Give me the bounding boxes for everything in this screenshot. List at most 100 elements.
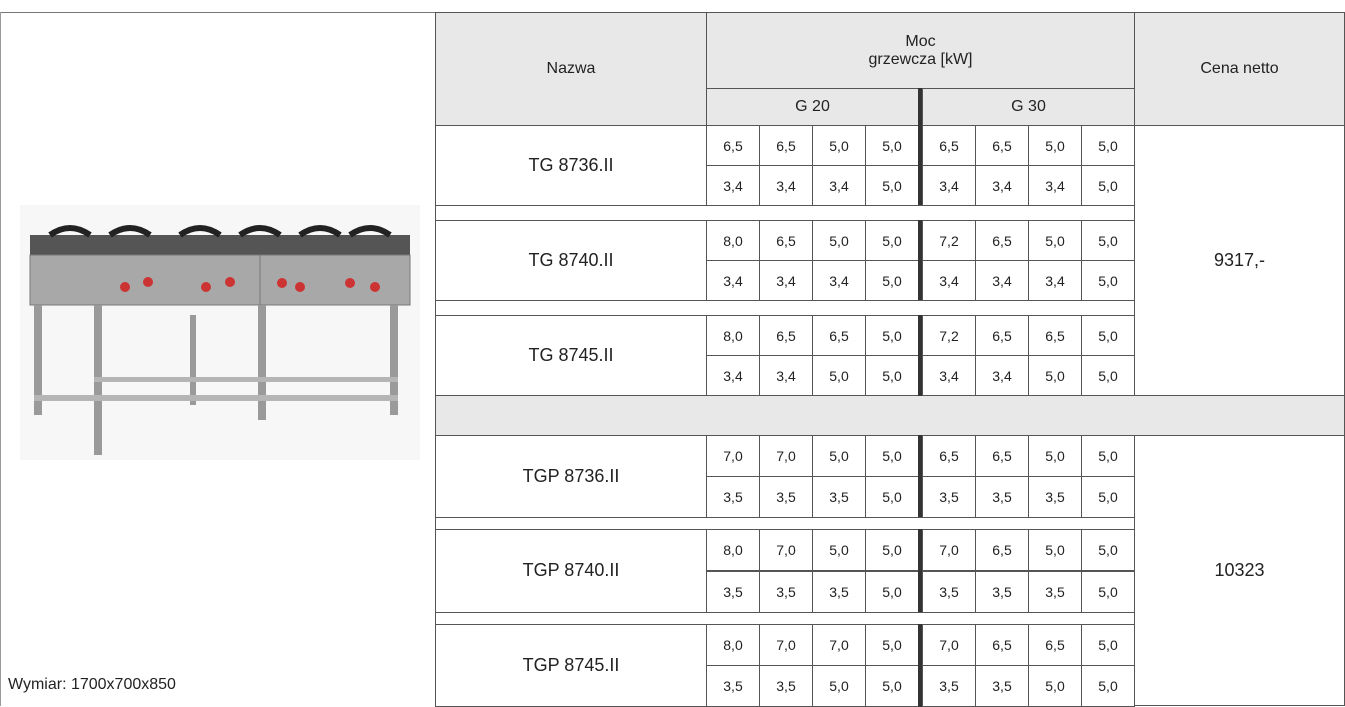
power-value: 5,0 bbox=[1081, 529, 1135, 572]
header-power-line: Moc bbox=[905, 32, 936, 50]
power-value: 5,0 bbox=[865, 260, 919, 301]
model-name: TG 8745.II bbox=[435, 315, 707, 396]
power-value: 3,4 bbox=[975, 355, 1029, 396]
power-value: 5,0 bbox=[865, 623, 919, 666]
power-value: 7,0 bbox=[706, 435, 760, 478]
header-price: Cena netto bbox=[1134, 12, 1345, 126]
power-value: 3,5 bbox=[706, 476, 760, 519]
power-value: 6,5 bbox=[975, 435, 1029, 478]
model-name: TG 8736.II bbox=[435, 125, 707, 206]
power-value: 3,4 bbox=[706, 260, 760, 301]
power-value: 3,4 bbox=[812, 260, 866, 301]
power-value: 3,4 bbox=[759, 165, 813, 206]
power-value: 3,4 bbox=[922, 260, 976, 301]
power-value: 3,4 bbox=[922, 165, 976, 206]
power-value: 3,5 bbox=[759, 476, 813, 519]
power-value: 7,0 bbox=[759, 529, 813, 572]
header-power: Moc grzewcza [kW] bbox=[706, 12, 1135, 89]
power-value: 6,5 bbox=[1028, 623, 1082, 666]
power-value: 5,0 bbox=[865, 570, 919, 613]
power-value: 6,5 bbox=[759, 125, 813, 166]
power-value: 3,4 bbox=[922, 355, 976, 396]
power-value: 5,0 bbox=[1081, 165, 1135, 206]
power-value: 3,5 bbox=[759, 570, 813, 613]
power-value: 8,0 bbox=[706, 623, 760, 666]
model-name: TGP 8736.II bbox=[435, 435, 707, 519]
group-separator bbox=[918, 220, 922, 301]
power-value: 5,0 bbox=[1028, 125, 1082, 166]
power-value: 5,0 bbox=[1028, 529, 1082, 572]
group-separator bbox=[918, 88, 922, 126]
power-value: 5,0 bbox=[1081, 623, 1135, 666]
power-value: 6,5 bbox=[975, 220, 1029, 261]
group-separator bbox=[918, 529, 922, 613]
price: 10323 bbox=[1134, 435, 1345, 706]
power-value: 7,0 bbox=[812, 623, 866, 666]
power-value: 5,0 bbox=[812, 529, 866, 572]
power-value: 3,5 bbox=[1028, 570, 1082, 613]
power-value: 5,0 bbox=[1081, 260, 1135, 301]
power-value: 3,4 bbox=[975, 260, 1029, 301]
power-value: 5,0 bbox=[865, 125, 919, 166]
power-value: 5,0 bbox=[812, 125, 866, 166]
product-image bbox=[20, 205, 420, 460]
power-value: 5,0 bbox=[1081, 125, 1135, 166]
power-value: 7,0 bbox=[759, 435, 813, 478]
model-name: TGP 8745.II bbox=[435, 623, 707, 707]
group-separator bbox=[918, 125, 922, 206]
power-value: 6,5 bbox=[975, 125, 1029, 166]
power-value: 5,0 bbox=[1028, 355, 1082, 396]
power-value: 6,5 bbox=[812, 315, 866, 356]
power-value: 5,0 bbox=[1081, 220, 1135, 261]
power-value: 6,5 bbox=[759, 315, 813, 356]
power-value: 3,4 bbox=[759, 355, 813, 396]
power-value: 7,2 bbox=[922, 220, 976, 261]
model-name: TG 8740.II bbox=[435, 220, 707, 301]
power-value: 5,0 bbox=[865, 315, 919, 356]
model-name: TGP 8740.II bbox=[435, 529, 707, 613]
power-value: 5,0 bbox=[1081, 435, 1135, 478]
power-value: 3,5 bbox=[922, 570, 976, 613]
group-separator bbox=[918, 315, 922, 396]
power-value: 6,5 bbox=[759, 220, 813, 261]
power-value: 3,5 bbox=[922, 476, 976, 519]
power-value: 7,0 bbox=[922, 529, 976, 572]
power-value: 5,0 bbox=[812, 220, 866, 261]
power-value: 3,4 bbox=[975, 165, 1029, 206]
power-value: 5,0 bbox=[1081, 315, 1135, 356]
power-value: 5,0 bbox=[812, 355, 866, 396]
power-value: 3,5 bbox=[759, 664, 813, 707]
power-value: 7,0 bbox=[759, 623, 813, 666]
power-value: 8,0 bbox=[706, 315, 760, 356]
power-value: 6,5 bbox=[706, 125, 760, 166]
power-value: 5,0 bbox=[865, 529, 919, 572]
power-value: 3,4 bbox=[759, 260, 813, 301]
power-value: 3,5 bbox=[706, 570, 760, 613]
power-value: 5,0 bbox=[1028, 220, 1082, 261]
power-value: 5,0 bbox=[812, 435, 866, 478]
left-border bbox=[0, 12, 1, 706]
power-value: 3,4 bbox=[1028, 165, 1082, 206]
power-value: 3,5 bbox=[922, 664, 976, 707]
power-value: 5,0 bbox=[865, 165, 919, 206]
power-value: 3,5 bbox=[812, 570, 866, 613]
power-value: 5,0 bbox=[1081, 664, 1135, 707]
power-value: 5,0 bbox=[812, 664, 866, 707]
power-value: 5,0 bbox=[865, 435, 919, 478]
power-value: 3,5 bbox=[1028, 476, 1082, 519]
power-value: 6,5 bbox=[922, 125, 976, 166]
power-value: 8,0 bbox=[706, 220, 760, 261]
power-value: 3,4 bbox=[812, 165, 866, 206]
section-band bbox=[435, 395, 1345, 436]
power-value: 6,5 bbox=[1028, 315, 1082, 356]
power-value: 3,5 bbox=[706, 664, 760, 707]
group-separator bbox=[918, 435, 922, 519]
power-value: 6,5 bbox=[922, 435, 976, 478]
power-value: 7,0 bbox=[922, 623, 976, 666]
power-value: 3,5 bbox=[975, 664, 1029, 707]
header-name: Nazwa bbox=[435, 12, 707, 126]
header-g30: G 30 bbox=[922, 88, 1135, 126]
power-value: 5,0 bbox=[1081, 476, 1135, 519]
power-value: 8,0 bbox=[706, 529, 760, 572]
power-value: 5,0 bbox=[865, 664, 919, 707]
